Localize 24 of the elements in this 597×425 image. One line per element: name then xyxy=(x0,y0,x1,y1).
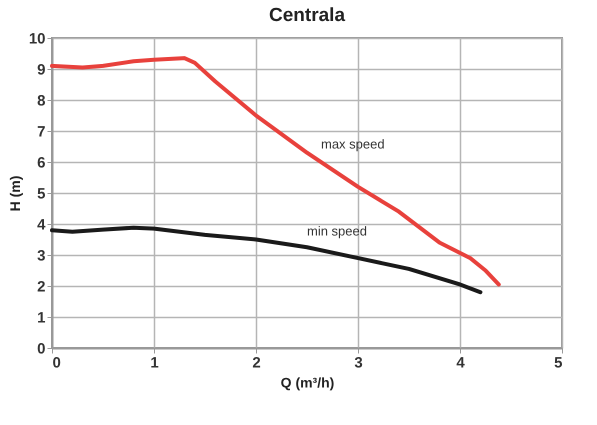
x-tick-label: 1 xyxy=(150,354,159,372)
line-series xyxy=(50,226,482,294)
y-tick-label: 0 xyxy=(37,340,46,358)
x-axis-title: Q (m³/h) xyxy=(280,374,334,390)
y-tick-label: 1 xyxy=(37,310,46,326)
line-series xyxy=(50,56,501,286)
x-tick-label: 2 xyxy=(252,354,261,372)
x-tick-label: 5 xyxy=(554,354,562,372)
series-label: min speed xyxy=(307,223,367,238)
y-tick-label: 2 xyxy=(37,278,46,296)
y-tick-label: 10 xyxy=(28,30,46,48)
y-tick-label: 6 xyxy=(37,154,46,172)
y-axis-title: H (m) xyxy=(6,176,23,212)
x-tick-label: 3 xyxy=(354,354,363,372)
y-tick-label: 5 xyxy=(37,186,46,202)
chart-title: Centrala xyxy=(268,5,346,26)
y-tick-label: 7 xyxy=(37,124,46,140)
y-tick-label: 9 xyxy=(37,62,46,78)
y-tick-label: 3 xyxy=(37,248,46,264)
y-tick-label: 8 xyxy=(37,92,46,110)
x-tick-label: 4 xyxy=(456,354,466,372)
x-tick-label: 0 xyxy=(52,354,61,372)
y-tick-label: 4 xyxy=(37,216,46,234)
series-label: max speed xyxy=(321,136,385,152)
